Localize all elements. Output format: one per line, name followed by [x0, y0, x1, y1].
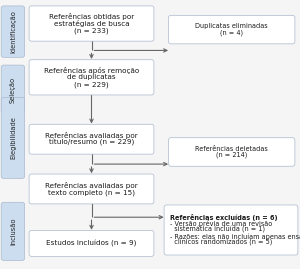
Text: sistemática incluída (n = 1): sistemática incluída (n = 1) — [170, 226, 265, 233]
FancyBboxPatch shape — [29, 6, 154, 41]
Text: título/resumo (n = 229): título/resumo (n = 229) — [49, 139, 134, 146]
FancyBboxPatch shape — [1, 97, 25, 178]
Text: Referências deletadas: Referências deletadas — [195, 146, 268, 152]
Text: (n = 229): (n = 229) — [74, 81, 109, 88]
FancyBboxPatch shape — [169, 15, 295, 44]
Text: (n = 214): (n = 214) — [216, 152, 248, 158]
Text: Referências após remoção: Referências após remoção — [44, 67, 139, 74]
Text: Referências avaliadas por: Referências avaliadas por — [45, 132, 138, 139]
Text: Duplicatas eliminadas: Duplicatas eliminadas — [195, 23, 268, 29]
FancyBboxPatch shape — [1, 202, 25, 260]
Text: clínicos randomizados (n = 5): clínicos randomizados (n = 5) — [170, 239, 272, 246]
Text: Estudos incluídos (n = 9): Estudos incluídos (n = 9) — [46, 240, 137, 247]
Text: Inclusão: Inclusão — [10, 218, 16, 245]
Text: Identificação: Identificação — [10, 10, 16, 53]
Text: - Versão prévia de uma revisão: - Versão prévia de uma revisão — [170, 220, 272, 227]
Text: Elegibilidade: Elegibilidade — [10, 116, 16, 159]
FancyBboxPatch shape — [29, 124, 154, 154]
Text: Referências excluídas (n = 6): Referências excluídas (n = 6) — [170, 214, 278, 221]
Text: Seleção: Seleção — [10, 76, 16, 102]
FancyBboxPatch shape — [164, 205, 298, 255]
Text: Referências obtidas por: Referências obtidas por — [49, 13, 134, 20]
Text: estratégias de busca: estratégias de busca — [54, 20, 129, 27]
Text: (n = 233): (n = 233) — [74, 27, 109, 34]
Text: - Razões: elas não incluíam apenas ensaios: - Razões: elas não incluíam apenas ensai… — [170, 233, 300, 240]
Text: texto completo (n = 15): texto completo (n = 15) — [48, 189, 135, 196]
FancyBboxPatch shape — [29, 231, 154, 256]
FancyBboxPatch shape — [1, 65, 25, 114]
Text: Referências avaliadas por: Referências avaliadas por — [45, 182, 138, 189]
Text: de duplicatas: de duplicatas — [67, 74, 116, 80]
FancyBboxPatch shape — [1, 6, 25, 57]
FancyBboxPatch shape — [29, 60, 154, 95]
Text: (n = 4): (n = 4) — [220, 30, 243, 36]
FancyBboxPatch shape — [29, 174, 154, 204]
FancyBboxPatch shape — [169, 138, 295, 166]
